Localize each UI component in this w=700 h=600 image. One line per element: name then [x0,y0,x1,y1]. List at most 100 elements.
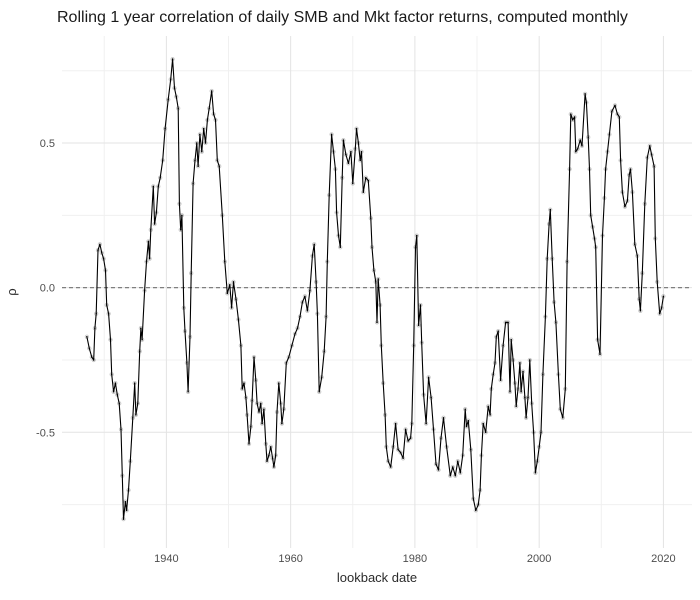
data-point-halo [527,357,532,363]
data-point-halo [281,407,286,412]
data-point-halo [653,236,658,241]
data-point-halo [371,268,377,273]
data-point [566,260,568,263]
data-point-halo [258,401,263,406]
data-point [161,159,164,162]
data-point-halo [600,233,605,238]
data-point [616,113,619,115]
data-point [549,208,552,211]
data-point-halo [612,103,618,108]
data-point-halo [137,349,142,354]
data-point [561,416,564,419]
data-point-halo [297,314,303,319]
data-point-halo [540,372,546,377]
data-point-halo [627,172,632,177]
data-point-halo [556,372,561,377]
data-point [136,402,139,405]
data-point [588,168,591,170]
data-point [551,257,554,260]
data-point-halo [99,250,104,256]
data-point-halo [353,146,358,151]
data-point-halo [197,132,203,137]
data-point [357,142,360,144]
data-point-halo [203,140,208,146]
data-point [489,414,491,416]
data-point-halo [323,314,329,319]
data-point-halo [477,487,483,493]
data-point [639,309,642,312]
data-point-halo [343,152,349,157]
data-point [186,362,188,364]
data-point [412,344,415,347]
data-point [614,104,616,107]
data-point-halo [358,158,363,163]
data-point [339,246,342,249]
data-point-halo [450,464,455,470]
data-point-halo [97,242,103,247]
data-point-halo [564,259,570,264]
data-point-halo [205,117,210,123]
data-point-halo [276,380,281,386]
data-point [355,127,358,130]
data-point-halo [152,221,157,227]
data-point-halo [231,279,236,285]
data-point-halo [327,192,332,198]
data-point-halo [271,464,277,470]
data-point-halo [319,375,324,380]
data-point [419,304,422,306]
data-point [206,119,209,121]
data-point-halo [363,175,368,180]
data-point-halo [148,227,153,232]
data-point-halo [545,256,550,261]
data-point [414,246,417,249]
data-point-halo [529,401,534,406]
data-point [92,359,95,361]
data-point-halo [479,453,484,458]
data-point [484,431,487,434]
data-point-halo [253,378,258,383]
data-point [626,200,629,202]
data-point-halo [588,213,593,218]
data-point [264,443,267,445]
data-point-halo [421,392,426,397]
data-point [584,93,586,95]
data-point-halo [408,435,413,441]
x-tick-label: 2020 [651,553,675,565]
data-point-halo [227,282,232,287]
data-point-halo [514,404,519,409]
data-point [624,205,626,208]
data-point [195,142,198,144]
data-point [515,405,518,408]
data-point-halo [597,352,603,357]
data-point [127,489,130,491]
data-point [253,356,255,358]
data-point-halo [91,357,96,363]
data-point-halo [637,297,642,302]
data-point [271,457,274,460]
correlation-line [86,58,664,520]
data-point-halo [400,456,406,461]
data-point-halo [607,132,612,137]
data-point-halo [348,149,354,154]
data-point [527,396,529,399]
data-point [653,165,655,168]
data-point [619,159,622,162]
data-point [389,466,392,468]
data-point-halo [279,421,285,426]
data-point-halo [162,126,168,131]
data-point [465,425,468,428]
data-point-halo [533,470,538,475]
data-point-halo [130,415,135,420]
data-point [420,341,423,344]
data-point [291,344,293,347]
data-point-halo [89,354,94,360]
data-point-halo [354,126,359,131]
x-tick-label: 2000 [527,553,551,565]
data-point-halo [147,256,152,261]
data-point [437,469,440,471]
data-point-halo [113,380,118,386]
data-point [382,382,385,384]
data-point-halo [213,117,218,123]
data-point-halo [584,100,589,105]
